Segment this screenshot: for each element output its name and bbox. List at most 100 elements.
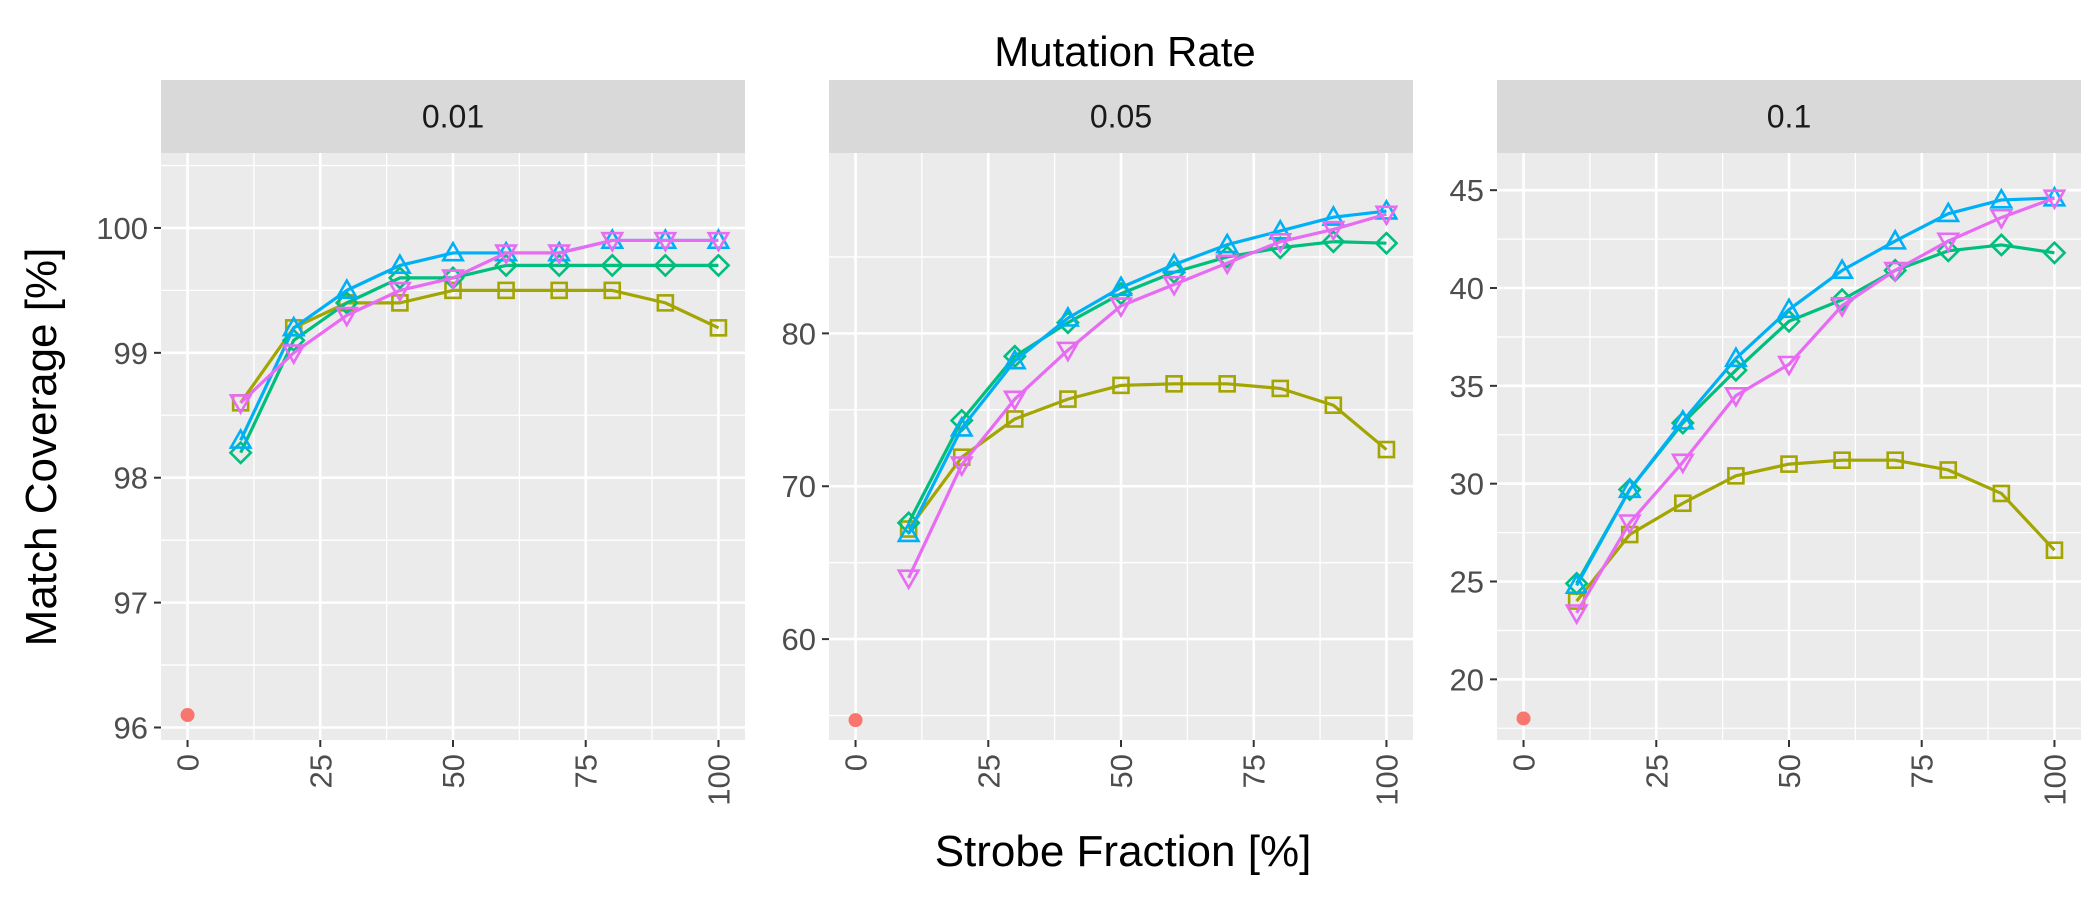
x-axis: 0 25 50 75 100 <box>1507 740 2072 806</box>
y-tick-label: 25 <box>1450 565 1484 600</box>
diamond-marker <box>1215 244 1240 269</box>
x-tick-label: 25 <box>1639 754 1674 788</box>
triangle-up-marker <box>1268 218 1293 240</box>
square-marker <box>1833 451 1851 469</box>
diamond-marker <box>228 440 253 465</box>
x-tick-label: 0 <box>171 754 206 771</box>
diamond-marker <box>1989 232 2014 257</box>
square-marker <box>444 281 462 300</box>
facet-panel-3: 0.1 20 25 30 35 40 45 0 25 50 75 100 <box>1450 80 2081 806</box>
square-marker <box>1780 455 1798 473</box>
facet-strip <box>1497 80 2081 153</box>
triangle-down-marker <box>896 569 921 591</box>
triangle-down-marker <box>600 231 625 253</box>
series-line <box>239 238 719 404</box>
series-2 <box>228 253 731 465</box>
triangle-down-marker <box>2042 189 2067 211</box>
diamond-marker <box>1374 231 1399 256</box>
y-tick-label: 20 <box>1450 662 1484 697</box>
gridlines <box>829 153 1413 740</box>
square-marker <box>709 319 728 337</box>
triangle-down-marker <box>334 306 359 328</box>
gridlines <box>1497 153 2081 740</box>
series-line <box>239 288 720 404</box>
diamond-marker <box>1321 229 1346 254</box>
triangle-up-marker <box>1883 228 1908 250</box>
square-marker <box>1165 375 1183 393</box>
square-marker <box>603 281 622 300</box>
triangle-up-marker <box>1055 305 1080 327</box>
triangle-down-marker <box>1109 297 1133 319</box>
facet-strip-label: 0.05 <box>1090 99 1152 135</box>
triangle-down-marker <box>1002 390 1027 412</box>
diamond-marker <box>334 290 359 315</box>
triangle-up-marker <box>1374 198 1399 220</box>
y-tick-label: 45 <box>1450 173 1484 208</box>
triangle-up-marker <box>334 278 359 299</box>
series-line <box>907 382 1388 530</box>
square-marker <box>1271 379 1290 398</box>
triangle-down-marker <box>653 231 678 253</box>
triangle-up-marker <box>1215 232 1240 254</box>
triangle-up-marker <box>1564 573 1589 595</box>
x-axis: 0 25 50 75 100 <box>839 740 1404 806</box>
triangle-up-marker <box>1989 187 2014 209</box>
triangle-down-marker <box>1215 254 1240 276</box>
triangle-down-marker <box>1564 604 1589 626</box>
facet-panel-2: 0.05 60 70 80 0 25 50 75 100 <box>782 80 1413 806</box>
triangle-down-marker <box>1723 387 1748 408</box>
series-4 <box>896 205 1399 591</box>
y-axis: 96 97 98 99 100 <box>96 211 161 746</box>
triangle-up-marker <box>1777 297 1801 319</box>
chart-title: Mutation Rate <box>994 28 1255 75</box>
y-tick-label: 35 <box>1450 369 1484 404</box>
square-marker <box>1992 484 2011 503</box>
series-3 <box>1564 185 2067 595</box>
diamond-marker <box>281 328 306 353</box>
diamond-marker <box>1002 344 1027 369</box>
series-line <box>239 263 719 454</box>
series-line <box>907 209 1387 535</box>
square-marker <box>1324 396 1343 415</box>
square-marker <box>1006 410 1024 428</box>
x-axis-title: Strobe Fraction [%] <box>935 827 1312 876</box>
baseline-point <box>1516 711 1531 726</box>
series-3 <box>896 198 1399 543</box>
x-tick-label: 50 <box>1104 754 1139 788</box>
triangle-down-marker <box>949 456 974 478</box>
square-marker <box>1674 494 1692 513</box>
diamond-marker <box>600 253 625 278</box>
x-tick-label: 25 <box>303 754 338 788</box>
baseline-point <box>848 713 863 728</box>
triangle-up-marker <box>1723 346 1748 368</box>
square-marker <box>1059 390 1077 408</box>
x-tick-label: 75 <box>1905 754 1940 788</box>
triangle-down-marker <box>1936 232 1961 254</box>
triangle-down-marker <box>1883 261 1908 283</box>
y-tick-label: 30 <box>1450 467 1484 502</box>
triangle-down-marker <box>1268 233 1293 255</box>
triangle-down-marker <box>1374 205 1399 227</box>
square-marker <box>2045 541 2064 560</box>
square-marker <box>1886 451 1904 469</box>
triangle-down-marker <box>706 231 731 253</box>
triangle-up-marker <box>949 415 974 437</box>
series-group <box>1564 185 2067 626</box>
square-marker <box>1939 461 1958 479</box>
square-marker <box>338 294 356 312</box>
triangle-up-marker <box>1002 348 1027 370</box>
square-marker <box>656 294 675 312</box>
triangle-down-marker <box>1670 453 1695 475</box>
square-marker <box>1218 375 1236 393</box>
x-tick-label: 75 <box>1237 754 1272 788</box>
y-tick-label: 60 <box>782 622 816 657</box>
y-tick-label: 96 <box>114 711 148 746</box>
square-marker <box>1112 376 1130 395</box>
triangle-up-marker <box>1162 252 1187 274</box>
diamond-marker <box>547 253 572 278</box>
y-axis: 60 70 80 <box>782 316 829 657</box>
baseline-point <box>180 708 195 723</box>
x-tick-label: 75 <box>569 754 604 788</box>
square-marker <box>1377 440 1396 459</box>
